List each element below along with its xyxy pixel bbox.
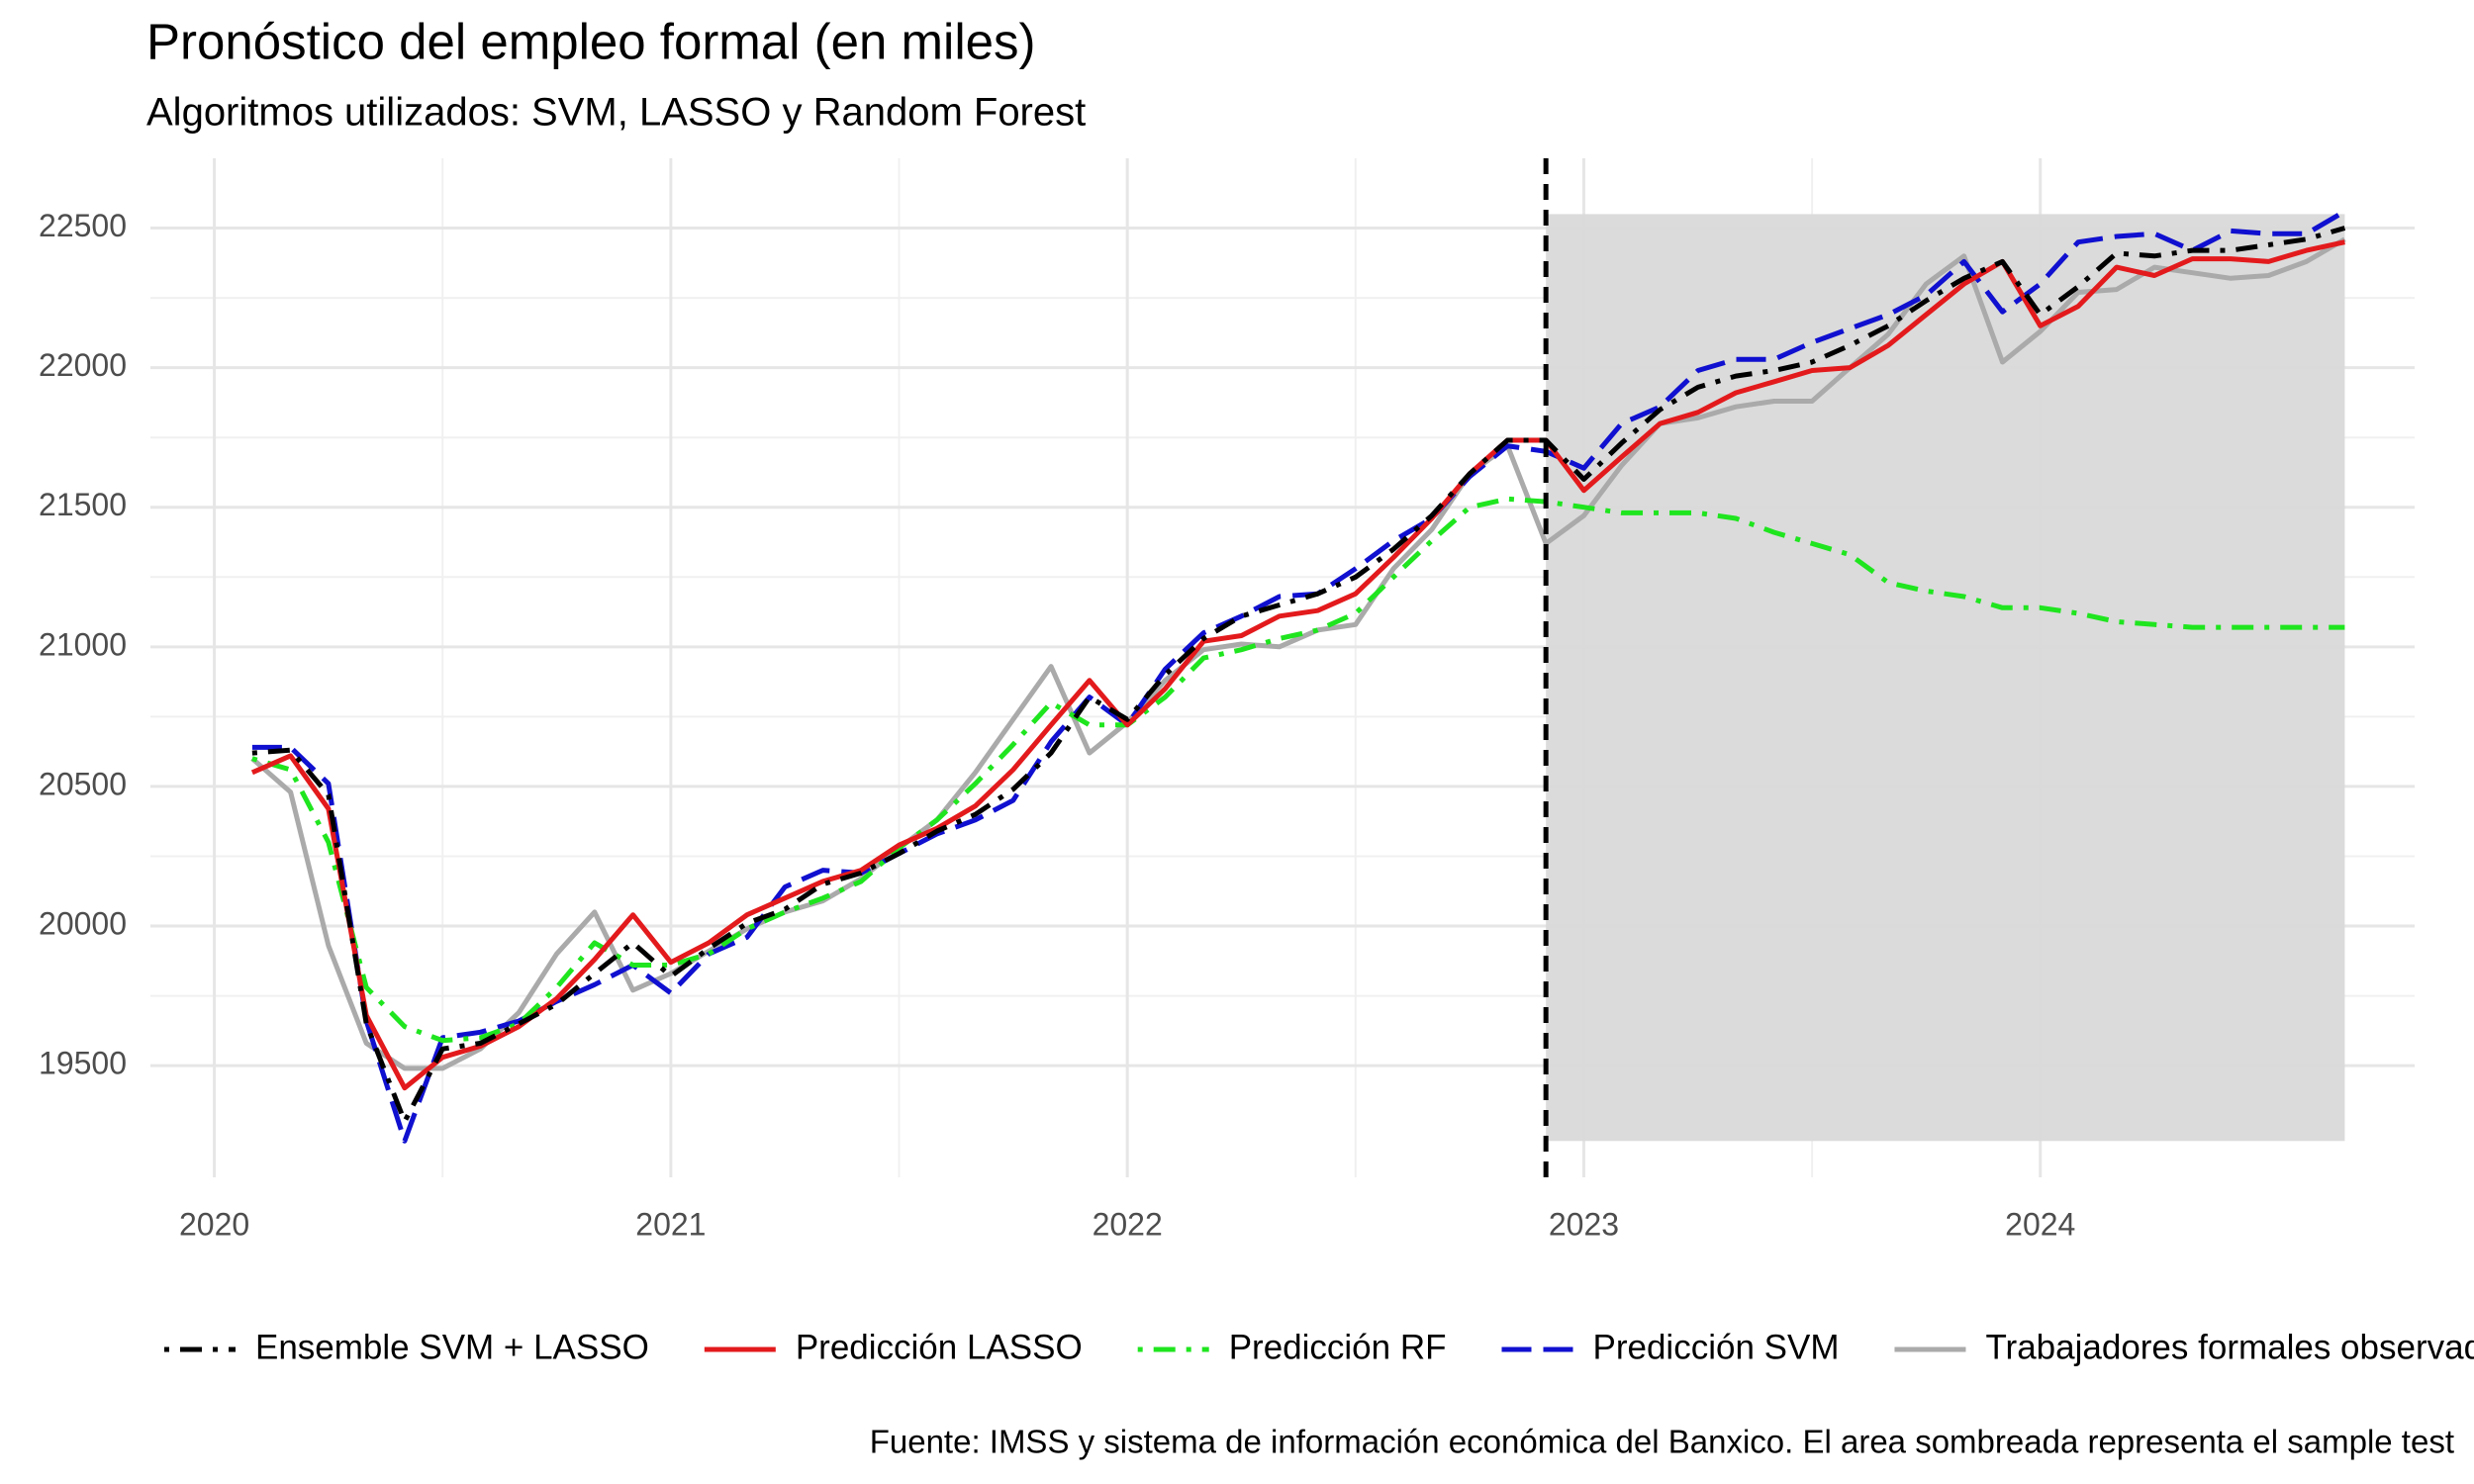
series-line <box>251 209 2346 1144</box>
x-tick-label: 2024 <box>2005 1206 2075 1242</box>
chart-title: Pronóstico del empleo formal (en miles) <box>146 13 1036 69</box>
shaded-region <box>1546 214 2345 1142</box>
y-tick-label: 21500 <box>39 487 127 522</box>
y-tick-label: 20000 <box>39 905 127 941</box>
y-tick-label: 22500 <box>39 208 127 243</box>
chart-subtitle: Algoritmos utilizados: SVM, LASSO y Rand… <box>146 91 1086 135</box>
legend-label: Ensemble SVM + LASSO <box>255 1328 649 1366</box>
x-tick-label: 2021 <box>635 1206 706 1242</box>
series-line <box>251 226 2346 1125</box>
x-tick-label: 2023 <box>1549 1206 1619 1242</box>
x-tick-label: 2020 <box>179 1206 249 1242</box>
legend-label: Trabajadores formales observados <box>1985 1328 2474 1366</box>
legend-label: Predicción SVM <box>1592 1328 1839 1366</box>
x-tick-label: 2022 <box>1093 1206 1163 1242</box>
y-tick-label: 22000 <box>39 347 127 383</box>
caption: Fuente: IMSS y sistema de información ec… <box>870 1424 2454 1460</box>
legend: Ensemble SVM + LASSO Predicción LASSO Pred… <box>163 1328 2474 1366</box>
series-line <box>250 236 2346 1071</box>
series-line <box>251 496 2345 1044</box>
legend-label: Predicción RF <box>1229 1328 1447 1366</box>
y-tick-label: 19500 <box>39 1046 127 1081</box>
y-tick-label: 20500 <box>39 766 127 801</box>
legend-label: Predicción LASSO <box>796 1328 1083 1366</box>
y-tick-label: 21000 <box>39 626 127 662</box>
